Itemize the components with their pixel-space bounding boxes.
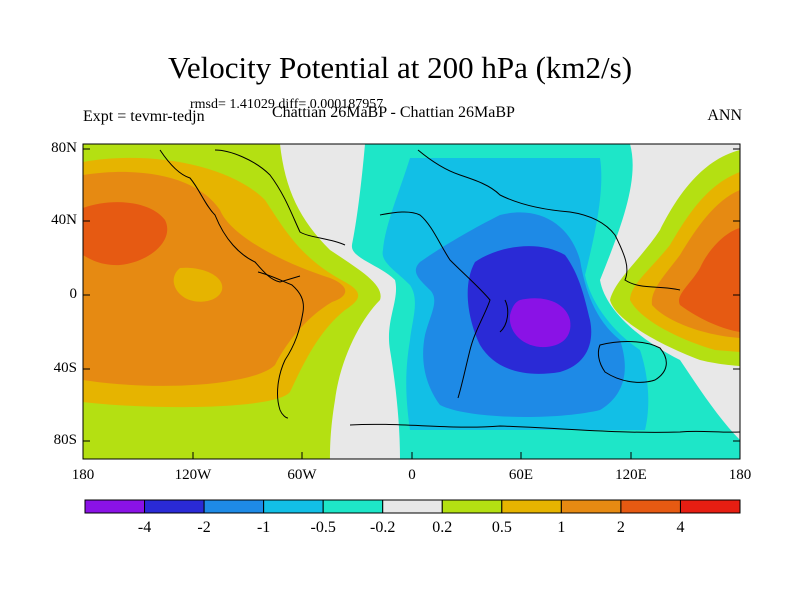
colorbar-swatch: [322, 499, 384, 514]
colorbar-label: -4: [137, 519, 152, 536]
colorbar-swatch: [501, 499, 562, 514]
lat-tick-label: 80S: [53, 432, 77, 448]
stats-label: rmsd= 1.41029 diff= 0.000187957: [190, 97, 384, 112]
season-label: ANN: [707, 107, 742, 124]
lon-tick-label: 120W: [174, 467, 212, 483]
colorbar-label: 1: [557, 519, 566, 536]
colorbar-swatch: [382, 499, 443, 514]
colorbar-label: -0.5: [310, 519, 336, 536]
colorbar-swatch: [144, 499, 205, 514]
lon-tick-label: 60W: [287, 467, 317, 483]
period-label: Chattian 26MaBP - Chattian 26MaBP: [272, 104, 515, 121]
colorbar-label: 0.2: [432, 519, 453, 536]
colorbar-label: 4: [676, 519, 685, 536]
colorbar-label: 0.5: [491, 519, 512, 536]
lat-tick-label: 40S: [53, 360, 77, 376]
coastlines: [159, 149, 740, 433]
colorbar-swatch: [679, 499, 741, 514]
lon-tick-label: 180: [728, 467, 752, 483]
axis-ticks: [82, 148, 741, 459]
colorbar-swatch: [441, 499, 503, 514]
colorbar-swatch: [620, 499, 681, 514]
lon-tick-label: 0: [408, 467, 416, 483]
colorbar-swatch: [203, 499, 265, 514]
colorbar-label: -1: [256, 519, 271, 536]
experiment-label: Expt = tevmr-tedjn: [83, 108, 205, 125]
colorbar-label: -0.2: [370, 519, 396, 536]
colorbar-label: 2: [616, 519, 625, 536]
lon-tick-label: 120E: [615, 467, 647, 483]
lon-tick-label: 60E: [508, 467, 534, 483]
lat-tick-label: 40N: [51, 212, 77, 228]
colorbar-swatch: [84, 499, 146, 514]
contour-field: [83, 144, 740, 459]
map-title: Velocity Potential at 200 hPa (km2/s): [167, 50, 633, 85]
colorbar-swatch: [263, 499, 324, 514]
lat-tick-label: 0: [69, 286, 78, 302]
colorbar: [84, 499, 741, 514]
lon-tick-label: 180: [71, 467, 95, 483]
lat-tick-label: 80N: [51, 140, 77, 156]
colorbar-label: -2: [197, 519, 211, 536]
colorbar-swatch: [560, 499, 622, 514]
